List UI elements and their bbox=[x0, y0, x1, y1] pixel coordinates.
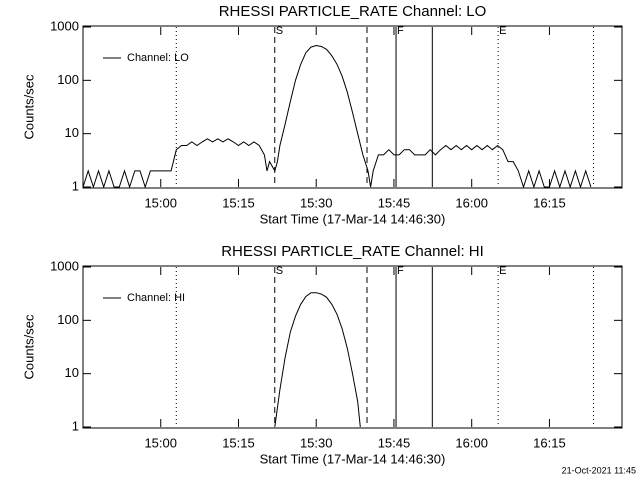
x-tick-label: 15:15 bbox=[222, 195, 255, 210]
x-tick-label: 16:15 bbox=[533, 195, 566, 210]
legend-label: Channel: HI bbox=[127, 292, 185, 304]
data-line bbox=[274, 292, 361, 428]
y-tick-label: 1000 bbox=[50, 18, 79, 33]
x-tick-label: 15:30 bbox=[300, 435, 333, 450]
y-tick-label: 1000 bbox=[50, 258, 79, 273]
y-axis-label: Counts/sec bbox=[21, 74, 36, 140]
y-tick-label: 100 bbox=[57, 72, 79, 87]
plot-frame bbox=[82, 265, 623, 429]
legend-label: Channel: LO bbox=[127, 52, 189, 64]
marker-label: S bbox=[276, 25, 283, 37]
data-line bbox=[82, 44, 592, 189]
x-axis-label: Start Time (17-Mar-14 14:46:30) bbox=[260, 451, 446, 466]
plot-frame bbox=[82, 25, 623, 189]
x-tick-label: 16:00 bbox=[455, 435, 488, 450]
y-axis-label: Counts/sec bbox=[21, 314, 36, 380]
x-tick-label: 15:30 bbox=[300, 195, 333, 210]
y-tick-label: 1 bbox=[72, 418, 79, 433]
x-tick-label: 15:45 bbox=[378, 195, 411, 210]
y-tick-label: 10 bbox=[65, 365, 79, 380]
x-tick-label: 15:15 bbox=[222, 435, 255, 450]
x-tick-label: 15:00 bbox=[144, 195, 177, 210]
y-tick-label: 10 bbox=[65, 125, 79, 140]
marker-label: E bbox=[499, 265, 506, 277]
x-axis-label: Start Time (17-Mar-14 14:46:30) bbox=[260, 211, 446, 226]
x-tick-label: 16:00 bbox=[455, 195, 488, 210]
chart-title: RHESSI PARTICLE_RATE Channel: LO bbox=[219, 3, 487, 20]
marker-label: E bbox=[499, 25, 506, 37]
x-tick-label: 16:15 bbox=[533, 435, 566, 450]
x-tick-label: 15:00 bbox=[144, 435, 177, 450]
marker-label: F bbox=[397, 25, 404, 37]
x-tick-label: 15:45 bbox=[378, 435, 411, 450]
marker-label: F bbox=[397, 265, 404, 277]
footer-timestamp: 21-Oct-2021 11:45 bbox=[562, 465, 636, 475]
y-tick-label: 100 bbox=[57, 312, 79, 327]
marker-label: S bbox=[276, 265, 283, 277]
chart-title: RHESSI PARTICLE_RATE Channel: HI bbox=[221, 243, 484, 260]
y-tick-label: 1 bbox=[72, 178, 79, 193]
